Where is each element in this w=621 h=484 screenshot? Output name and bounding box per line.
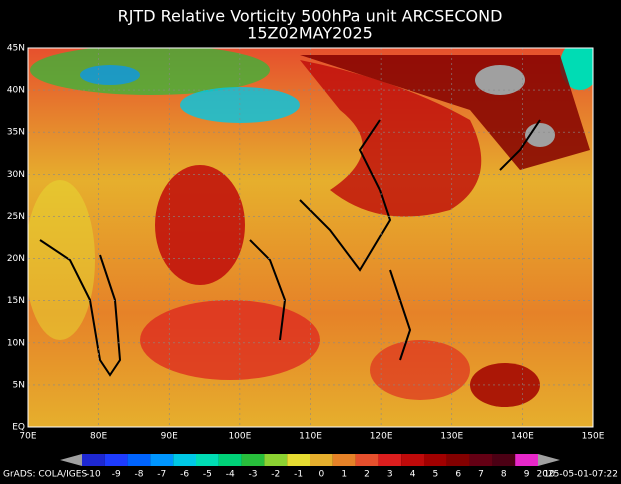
credit: GrADS: COLA/IGES: [3, 470, 87, 480]
colorbar-box: [287, 454, 310, 466]
colorbar-label: 3: [387, 470, 393, 480]
field-blob: [28, 180, 95, 340]
colorbar-label: -6: [180, 470, 189, 480]
field-blob: [80, 65, 140, 85]
colorbar-box: [196, 454, 219, 466]
colorbar-box: [241, 454, 265, 466]
field-blob: [525, 123, 555, 147]
colorbar-box: [378, 454, 402, 466]
colorbar-box: [424, 454, 447, 466]
lon-label: 90E: [161, 432, 178, 442]
lat-label: 45N: [7, 44, 25, 54]
field-blob: [475, 65, 525, 95]
colorbar-box: [218, 454, 242, 466]
colorbar-box: [104, 454, 128, 466]
field-blob: [30, 48, 270, 95]
colorbar-label: 2: [364, 470, 370, 480]
colorbar-box: [127, 454, 151, 466]
lat-label: 25N: [7, 212, 25, 222]
lat-label: 5N: [13, 380, 25, 390]
colorbar-box: [446, 454, 470, 466]
colorbar-label: 10: [544, 470, 556, 480]
field-blob: [300, 60, 482, 217]
lat-label: 40N: [7, 86, 25, 96]
lon-label: 110E: [299, 432, 322, 442]
lat-label: EQ: [12, 423, 25, 433]
lon-label: 120E: [370, 432, 393, 442]
lat-label: 20N: [7, 254, 25, 264]
lat-label: 15N: [7, 296, 25, 306]
colorbar-label: 8: [501, 470, 507, 480]
colorbar-label: 9: [524, 470, 530, 480]
lat-label: 30N: [7, 170, 25, 180]
colorbar-label: -7: [157, 470, 166, 480]
colorbar-box: [492, 454, 516, 466]
colorbar-box: [173, 454, 196, 466]
colorbar-label: -8: [135, 470, 144, 480]
colorbar-label: 5: [433, 470, 439, 480]
vorticity-field: [28, 48, 593, 427]
colorbar-box: [515, 454, 538, 466]
colorbar-box: [264, 454, 288, 466]
colorbar-label: -1: [294, 470, 303, 480]
title: RJTD Relative Vorticity 500hPa unit ARCS…: [118, 7, 503, 26]
colorbar-box: [401, 454, 424, 466]
colorbar-label: 0: [319, 470, 325, 480]
colorbar-label: 4: [410, 470, 416, 480]
lon-label: 150E: [582, 432, 605, 442]
colorbar-label: 1: [341, 470, 347, 480]
field-blob: [560, 48, 593, 90]
colorbar-box: [82, 454, 105, 466]
timestamp: 2025-05-01-07:22: [537, 470, 619, 480]
colorbar-box: [332, 454, 356, 466]
lon-label: 80E: [90, 432, 107, 442]
colorbar-label: -9: [112, 470, 121, 480]
lat-label: 35N: [7, 128, 25, 138]
colorbar-label: -3: [249, 470, 258, 480]
lon-label: 140E: [511, 432, 534, 442]
colorbar-label: -5: [203, 470, 212, 480]
map-frame: [27, 47, 594, 428]
colorbar-end: [60, 454, 82, 466]
colorbar-label: -2: [271, 470, 280, 480]
colorbar-box: [310, 454, 333, 466]
colorbar-box: [355, 454, 379, 466]
colorbar-label: -4: [226, 470, 235, 480]
colorbar-box: [150, 454, 174, 466]
colorbar-end: [538, 454, 560, 466]
subtitle: 15Z02MAY2025: [247, 24, 373, 43]
colorbar-label: 6: [455, 470, 461, 480]
lon-label: 100E: [228, 432, 251, 442]
colorbar-box: [469, 454, 493, 466]
field-blob: [140, 300, 320, 380]
field-blob: [370, 340, 470, 400]
colorbar: -10 -9 -8 -7 -6 -5 -4 -3 -2 -1 0 1 2 3 4 5 6 7 8 9 10: [60, 454, 560, 480]
colorbar-label: -10: [86, 470, 101, 480]
lon-label: 130E: [440, 432, 463, 442]
coastline: [39, 119, 541, 377]
colorbar-label: 7: [478, 470, 484, 480]
field-blob: [155, 165, 245, 285]
lat-label: 10N: [7, 338, 25, 348]
lon-label: 70E: [19, 432, 36, 442]
